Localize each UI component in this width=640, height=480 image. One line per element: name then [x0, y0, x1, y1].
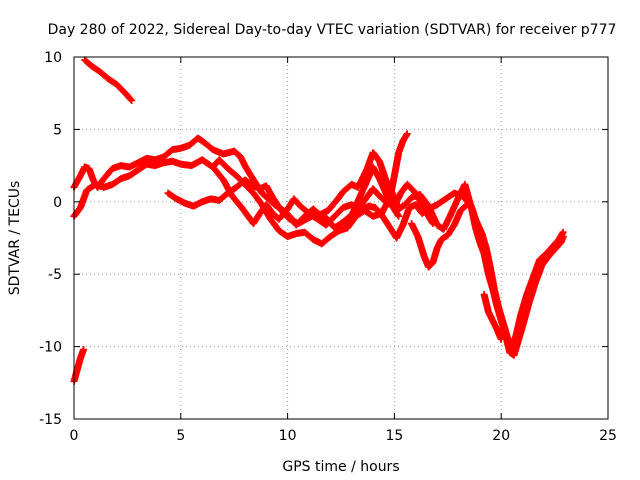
- plot-frame: [73, 56, 609, 420]
- y-tick-label: -5: [48, 267, 62, 283]
- x-tick-label: 0: [70, 428, 79, 444]
- y-axis-label: SDTVAR / TECUs: [7, 181, 23, 296]
- x-tick-label: 25: [599, 428, 617, 444]
- series-track-i: [480, 290, 505, 343]
- marker-trail: [343, 163, 403, 229]
- series-track-g: [407, 201, 471, 271]
- x-tick-label: 10: [279, 428, 297, 444]
- y-tick-label: 0: [53, 195, 62, 211]
- axis-ticks: 0 5 10 15 20 25 -15 -10 -5 0 5 10: [39, 50, 617, 444]
- chart-title: Day 280 of 2022, Sidereal Day-to-day VTE…: [48, 22, 617, 38]
- series-track-h: [343, 163, 403, 229]
- y-tick-label: -15: [39, 412, 62, 428]
- series-track-a: [70, 345, 88, 385]
- grid-lines: [74, 57, 608, 419]
- x-tick-label: 5: [176, 428, 185, 444]
- marker-trail: [81, 56, 136, 104]
- x-tick-label: 20: [492, 428, 510, 444]
- marker-trail: [70, 345, 88, 385]
- marker-trail: [209, 130, 411, 248]
- y-tick-label: -10: [39, 340, 62, 356]
- x-axis-label: GPS time / hours: [282, 459, 399, 475]
- data-points: [70, 56, 567, 385]
- y-tick-label: 5: [53, 122, 62, 138]
- y-tick-label: 10: [44, 50, 62, 66]
- x-tick-label: 15: [385, 428, 403, 444]
- marker-trail: [480, 290, 505, 343]
- series-track-f: [209, 130, 411, 248]
- series-track-b: [81, 56, 136, 104]
- marker-trail: [407, 201, 471, 271]
